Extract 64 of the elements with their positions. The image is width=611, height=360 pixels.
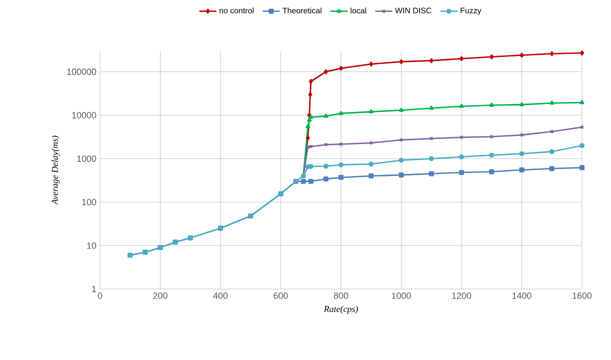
point	[306, 124, 310, 128]
point	[459, 154, 464, 160]
point	[369, 62, 374, 67]
x-tick-label: 0	[98, 292, 102, 299]
x-tick-label: 400	[213, 292, 228, 299]
point	[549, 149, 554, 154]
x-tick-label: 1400	[512, 292, 532, 299]
point	[324, 69, 328, 74]
point	[323, 164, 328, 169]
point	[580, 165, 584, 170]
point	[300, 178, 306, 184]
x-tick-label: 600	[274, 292, 288, 299]
point	[550, 51, 554, 56]
point	[399, 108, 404, 112]
x-tick-label: 1000	[392, 292, 411, 299]
x-tick-label: 1200	[452, 292, 472, 299]
point	[338, 66, 344, 71]
point	[398, 158, 404, 163]
point	[520, 102, 524, 106]
point	[459, 170, 464, 175]
point	[338, 110, 344, 115]
point	[368, 173, 374, 178]
point	[549, 166, 554, 172]
point	[368, 109, 374, 114]
y-tick-label: 100	[82, 198, 96, 206]
x-axis-title: Rate(cps)	[324, 306, 358, 314]
point	[324, 114, 328, 118]
point	[398, 172, 404, 178]
point	[429, 106, 434, 110]
y-tick-label: 10	[87, 242, 96, 249]
point	[323, 176, 328, 182]
point	[490, 54, 494, 60]
point	[519, 167, 524, 172]
point	[489, 152, 494, 158]
point	[338, 162, 344, 168]
point	[306, 135, 310, 140]
point	[489, 169, 494, 174]
point	[580, 50, 584, 56]
point	[308, 92, 312, 97]
point	[338, 174, 344, 180]
point	[308, 178, 314, 184]
point	[307, 118, 312, 122]
point	[368, 162, 374, 167]
y-axis-title: Average Delay(ms)	[52, 136, 60, 205]
y-tick-label: 1	[92, 286, 96, 292]
point	[519, 151, 524, 156]
point	[550, 100, 554, 105]
point	[580, 143, 584, 148]
y-tick-label: 1000	[77, 155, 96, 162]
y-tick-label: 10000	[72, 112, 96, 118]
point	[489, 102, 494, 107]
point	[580, 100, 584, 104]
x-tick-label: 200	[153, 292, 168, 299]
point	[459, 104, 464, 108]
point	[459, 56, 464, 62]
point	[399, 59, 404, 64]
x-tick-label: 800	[334, 292, 348, 299]
point	[429, 58, 434, 64]
point	[428, 156, 434, 162]
y-tick-label: 100000	[67, 68, 96, 75]
point	[520, 52, 524, 58]
point	[308, 78, 313, 84]
x-tick-label: 1600	[572, 292, 592, 299]
point	[428, 171, 434, 176]
